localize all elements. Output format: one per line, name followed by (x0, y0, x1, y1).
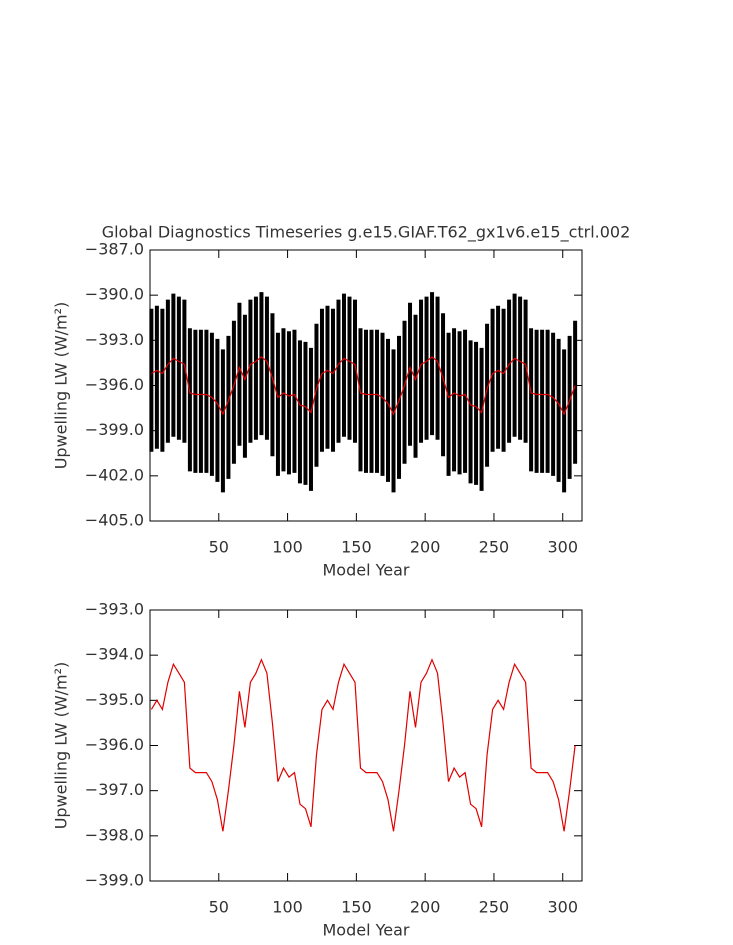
series-line (150, 658, 576, 832)
y-tick-label: −396.0 (85, 735, 144, 754)
plot-frame (149, 249, 583, 522)
x-tick-label: 150 (341, 538, 372, 557)
y-tick-label: −393.0 (85, 600, 144, 619)
x-tick-label: 150 (341, 898, 372, 917)
y-tick-label: −397.0 (85, 780, 144, 799)
x-axis-label: Model Year (323, 921, 410, 940)
x-tick-label: 200 (410, 538, 441, 557)
x-tick-label: 200 (410, 898, 441, 917)
x-tick-label: 300 (547, 898, 578, 917)
y-tick-label: −398.0 (85, 825, 144, 844)
chart-title: Global Diagnostics Timeseries g.e15.GIAF… (102, 223, 631, 243)
y-tick-label: −394.0 (85, 645, 144, 664)
y-tick-label: −402.0 (85, 465, 144, 484)
x-axis-label: Model Year (323, 561, 410, 580)
y-tick-label: −399.0 (85, 871, 144, 890)
x-tick-label: 100 (272, 538, 303, 557)
x-tick-label: 50 (209, 538, 229, 557)
y-axis-label: Upwelling LW (W/m²) (52, 662, 71, 830)
y-axis-label: Upwelling LW (W/m²) (52, 302, 71, 470)
x-tick-label: 250 (479, 898, 510, 917)
y-tick-label: −396.0 (85, 375, 144, 394)
x-tick-label: 50 (209, 898, 229, 917)
series-line (151, 356, 576, 416)
x-tick-label: 100 (272, 898, 303, 917)
y-tick-label: −405.0 (85, 511, 144, 530)
plot-frame (149, 609, 583, 882)
x-tick-label: 300 (547, 538, 578, 557)
y-tick-label: −395.0 (85, 690, 144, 709)
y-tick-label: −399.0 (85, 420, 144, 439)
y-tick-label: −387.0 (85, 240, 144, 259)
y-tick-label: −393.0 (85, 330, 144, 349)
x-tick-label: 250 (479, 538, 510, 557)
y-tick-label: −390.0 (85, 285, 144, 304)
